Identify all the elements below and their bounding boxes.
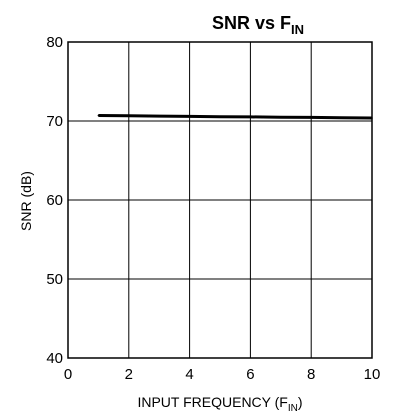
plot-frame — [67, 41, 373, 359]
x-tick-label: 6 — [246, 366, 254, 383]
snr-series-line — [98, 114, 373, 120]
series-group — [97, 114, 373, 120]
x-tick-label: 8 — [307, 366, 315, 383]
y-tick-label: 80 — [46, 34, 63, 51]
x-tick-label: 4 — [185, 366, 193, 383]
chart-title: SNR vs FIN — [212, 13, 304, 37]
snr-data-point — [310, 116, 313, 119]
x-tick-label: 10 — [364, 366, 381, 383]
snr-data-point — [280, 116, 282, 119]
x-axis-label-main: INPUT FREQUENCY (F — [137, 394, 287, 410]
snr-data-point — [158, 115, 160, 117]
y-tick-label: 70 — [46, 113, 63, 130]
x-tick-label: 0 — [64, 366, 72, 383]
y-tick-label: 50 — [46, 271, 63, 288]
y-axis-label: SNR (dB) — [18, 171, 34, 231]
x-axis-label-subscript: IN — [288, 403, 298, 414]
x-tick-label: 2 — [125, 366, 133, 383]
y-tick-label: 60 — [46, 192, 63, 209]
snr-data-point — [188, 115, 191, 118]
x-axis-label: INPUT FREQUENCY (FIN) — [137, 394, 302, 414]
chart-title-subscript: IN — [291, 22, 304, 37]
snr-data-point — [340, 116, 343, 119]
snr-data-point — [128, 114, 130, 117]
y-tick-label: 40 — [46, 350, 63, 367]
snr-data-point — [219, 115, 221, 118]
chart-title-main: SNR vs F — [212, 13, 291, 33]
tick-labels: 0 2 4 6 8 10 40 50 60 70 80 — [46, 34, 380, 383]
x-axis-label-suffix: ) — [298, 394, 303, 410]
snr-data-point — [249, 116, 252, 118]
grid — [67, 41, 373, 359]
snr-data-point — [97, 114, 100, 117]
